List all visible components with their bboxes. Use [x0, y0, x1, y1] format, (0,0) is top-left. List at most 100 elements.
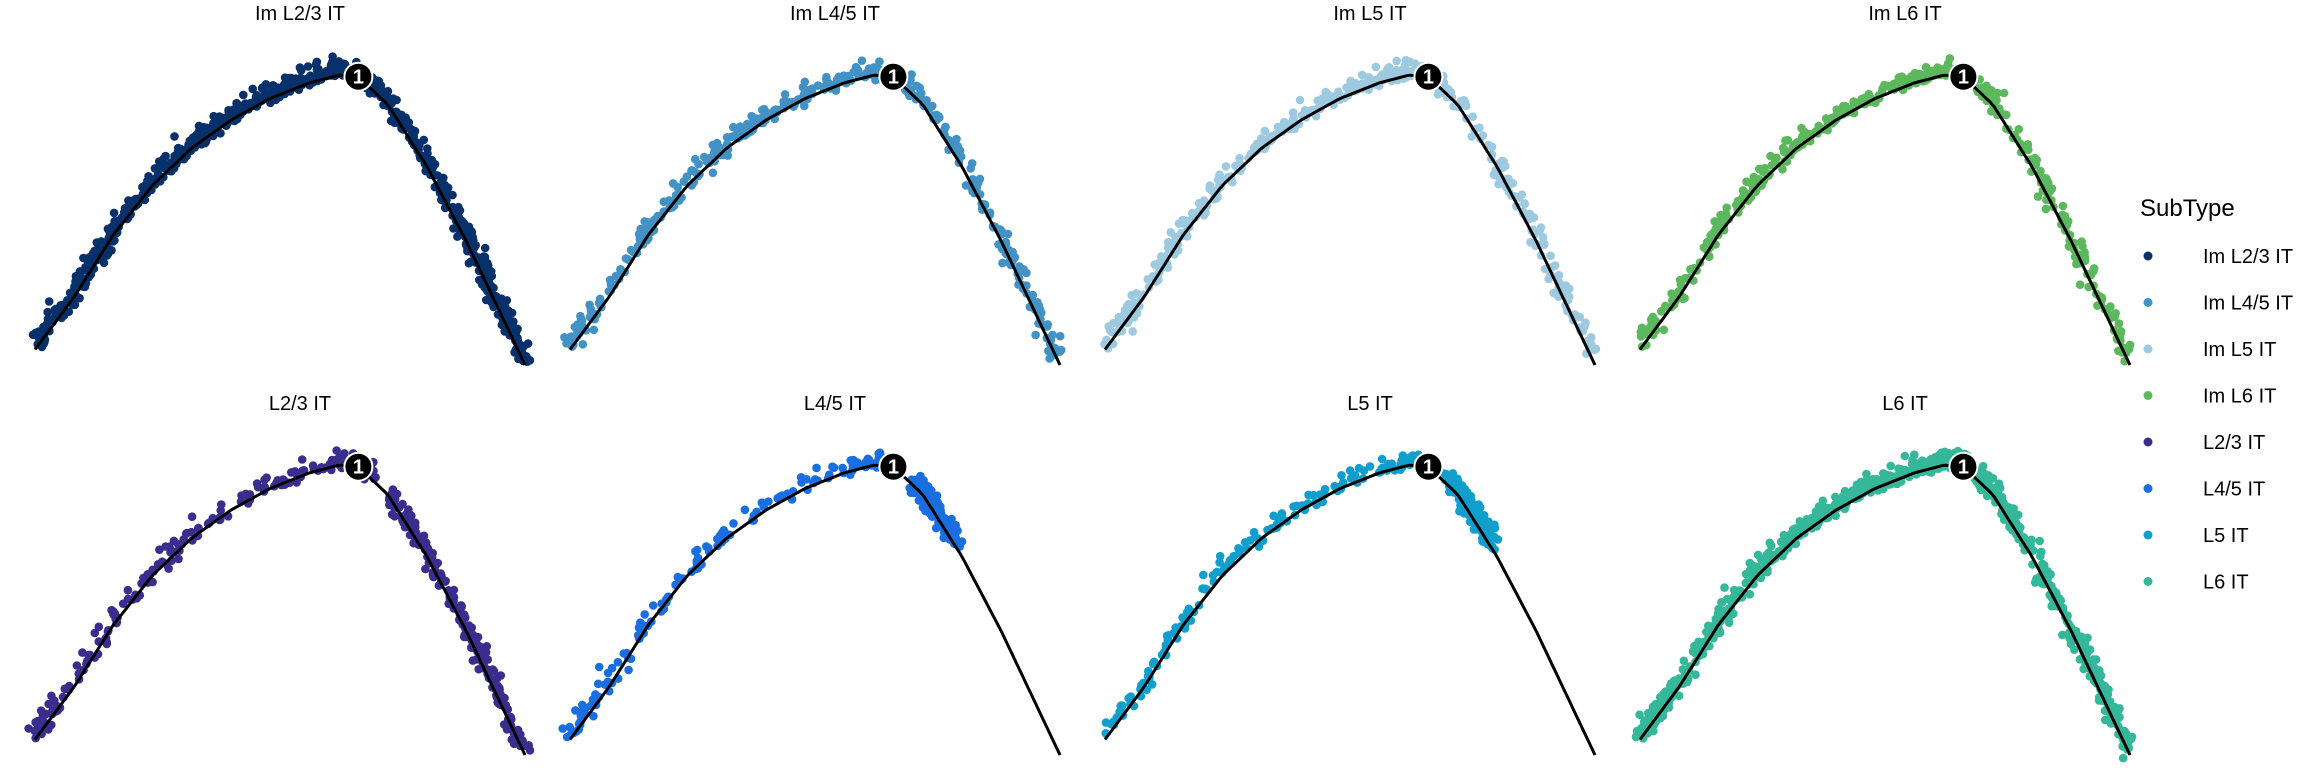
facet-panel: L5 IT 1 [1101, 393, 1597, 756]
data-point [762, 108, 771, 117]
facet-panel: Im L5 IT 1 [1100, 3, 1601, 366]
data-point [1561, 281, 1571, 290]
data-point [1830, 500, 1840, 509]
data-point [591, 690, 600, 699]
data-point [489, 283, 498, 293]
data-point [246, 98, 255, 108]
data-point [952, 134, 961, 144]
data-point [797, 478, 806, 487]
data-point [780, 90, 790, 99]
data-point [565, 722, 574, 732]
legend-label: L4/5 IT [2203, 479, 2265, 501]
data-point [1377, 454, 1387, 464]
data-point [1921, 62, 1931, 72]
data-point [2041, 204, 2051, 214]
series-points [1101, 450, 1503, 738]
legend-swatch [2143, 298, 2153, 307]
data-point [1304, 490, 1313, 500]
legend-label: L2/3 IT [2203, 432, 2265, 454]
data-point [433, 558, 443, 568]
legend-entry: Im L4/5 IT [2143, 293, 2293, 315]
data-point [846, 456, 856, 465]
data-point [2070, 645, 2079, 654]
data-point [340, 449, 349, 458]
data-point [1320, 484, 1330, 494]
data-point [955, 146, 965, 155]
data-point [1115, 316, 1125, 326]
data-point [838, 463, 847, 473]
data-point [2126, 734, 2136, 744]
trajectory-node-label: 1 [888, 457, 899, 479]
data-point [209, 118, 218, 128]
data-point [2058, 201, 2068, 211]
data-point [1466, 491, 1475, 501]
data-point [613, 657, 623, 667]
panel-title: Im L4/5 IT [790, 3, 880, 25]
data-point [945, 520, 955, 529]
data-point [468, 656, 478, 665]
data-point [1862, 469, 1871, 479]
data-point [813, 81, 823, 90]
data-point [31, 718, 40, 727]
legend-entry: Im L5 IT [2143, 339, 2276, 361]
data-point [931, 495, 940, 505]
data-point [939, 533, 948, 543]
data-point [449, 585, 459, 595]
data-point [2111, 309, 2120, 318]
data-point [1914, 72, 1924, 81]
data-point [2058, 630, 2067, 640]
data-point [853, 458, 862, 467]
data-point [153, 167, 163, 176]
data-point [1894, 78, 1903, 88]
data-point [1778, 537, 1788, 546]
legend-items: Im L2/3 IT Im L4/5 IT Im L5 IT Im L6 IT L2/3… [2143, 246, 2293, 594]
data-point [1767, 161, 1776, 170]
data-point [1240, 538, 1250, 547]
trajectory-node-marker [878, 451, 909, 482]
data-point [910, 475, 920, 485]
series-points [1631, 446, 2137, 763]
data-point [1215, 551, 1225, 561]
data-point [727, 132, 736, 142]
data-point [1797, 132, 1807, 141]
facet-panel: Im L2/3 IT 1 [28, 3, 535, 367]
data-point [493, 681, 503, 691]
data-point [558, 724, 567, 733]
data-point [729, 519, 738, 528]
legend-swatch [2143, 344, 2153, 354]
data-point [1499, 157, 1508, 166]
data-point [1365, 462, 1375, 471]
trajectory-node-marker [878, 61, 909, 92]
data-point [2111, 706, 2121, 715]
panel-title: L2/3 IT [269, 393, 331, 415]
data-point [1544, 274, 1553, 284]
series-points [558, 448, 967, 742]
legend-entry: L5 IT [2143, 525, 2249, 547]
data-point [743, 119, 752, 129]
data-point [42, 319, 52, 329]
data-point [1205, 184, 1214, 193]
data-point [1517, 190, 1527, 199]
trajectory-node-marker [1948, 61, 1979, 92]
data-point [2032, 155, 2041, 165]
data-point [1102, 335, 1111, 345]
data-point [1667, 679, 1676, 688]
data-point [2091, 655, 2101, 664]
data-point [36, 706, 46, 715]
trajectory-node-marker [343, 61, 374, 92]
data-point [1994, 479, 2004, 489]
data-point [1057, 345, 1066, 355]
data-point [1178, 613, 1187, 622]
data-point [1848, 486, 1857, 495]
data-point [1720, 583, 1729, 592]
data-point [1745, 590, 1755, 599]
data-point [1120, 309, 1129, 319]
data-point [253, 482, 263, 492]
data-point [1999, 88, 2009, 98]
data-point [682, 172, 692, 181]
facet-panel: L6 IT 1 [1631, 393, 2137, 763]
series-points [28, 52, 535, 367]
data-point [928, 101, 937, 111]
data-point [2030, 578, 2040, 587]
data-point [90, 628, 100, 638]
